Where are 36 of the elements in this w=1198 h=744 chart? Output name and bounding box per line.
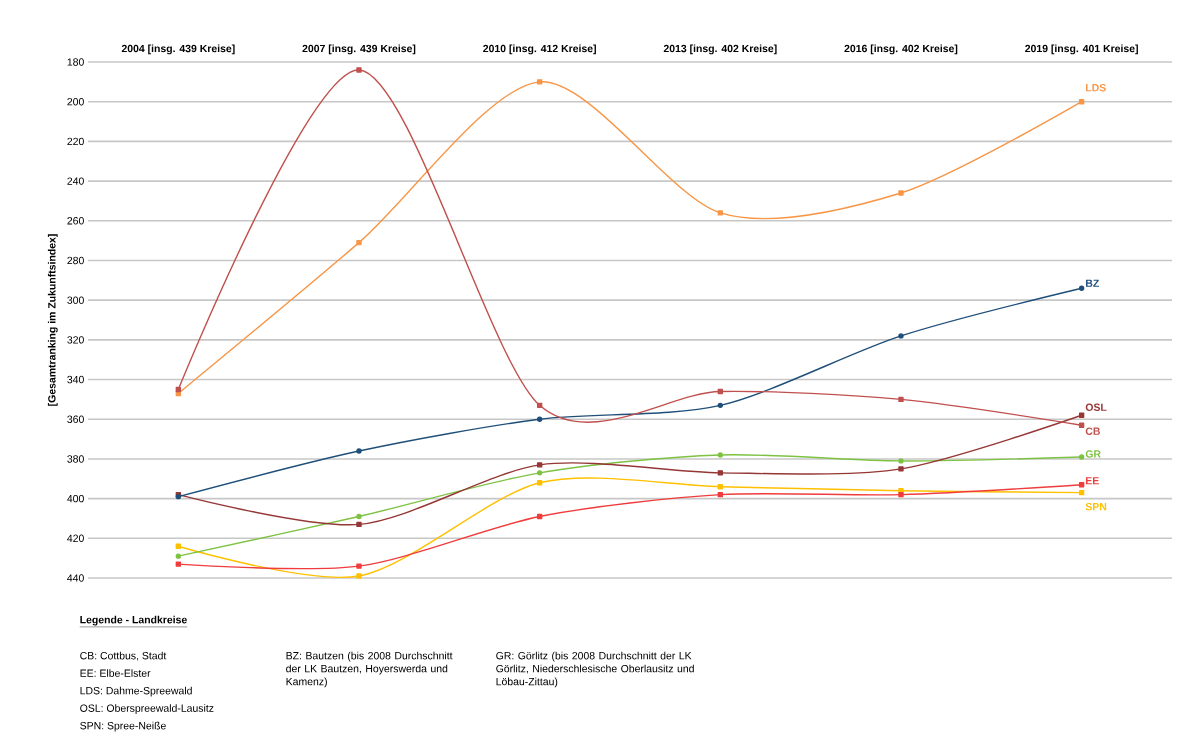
series-label: LDS <box>1086 84 1106 92</box>
y-tick-label: 420 <box>67 534 84 543</box>
y-tick-label: 380 <box>67 455 84 463</box>
y-tick-label: 340 <box>67 375 84 384</box>
y-tick-label: 300 <box>67 296 84 304</box>
series-label: CB <box>1085 427 1100 435</box>
series-label: GR <box>1085 450 1101 458</box>
y-tick-label: 220 <box>67 137 84 146</box>
text: EE: Elbe-Elster <box>80 669 151 677</box>
text: SPN: Spree-Neiße <box>80 721 166 732</box>
text: BZ: Bautzen (bis 2008 Durchschnitt der LK Bautzen, Hoyerswerda und Kamenz) <box>286 651 453 688</box>
y-tick-label: 320 <box>67 336 84 344</box>
x-tick-label: 2013 [insg. 402 Kreise] <box>663 44 777 55</box>
x-tick-label: 2016 [insg. 402 Kreise] <box>844 44 958 55</box>
text: LDS: Dahme-Spreewald <box>80 686 192 697</box>
y-tick-label: 280 <box>67 256 84 265</box>
text: OSL: Oberspreewald-Lausitz <box>80 704 214 714</box>
x-tick-label: 2004 [insg. 439 Kreise] <box>121 44 235 55</box>
text: CB: Cottbus, Stadt <box>80 651 167 661</box>
series-label: OSL <box>1085 403 1107 411</box>
y-tick-label: 240 <box>67 177 84 185</box>
y-tick-label: 180 <box>67 58 84 66</box>
series-label: SPN <box>1085 502 1107 511</box>
text: Legende - Landkreise <box>80 615 187 626</box>
y-tick-label: 260 <box>67 217 84 225</box>
x-tick-label: 2019 [insg. 401 Kreise] <box>1025 44 1138 55</box>
y-tick-label: 440 <box>67 574 84 582</box>
y-tick-label: 200 <box>67 98 84 106</box>
text: GR: Görlitz (bis 2008 Durchschnitt der LK Görlitz, Niederschlesische Oberlausitz und Löbau-Zittau) <box>496 651 694 688</box>
series-label: BZ <box>1086 279 1099 287</box>
y-axis-title: [Gesamtranking im Zukunftsindex] <box>47 234 58 406</box>
y-tick-label: 360 <box>67 415 84 423</box>
x-tick-label: 2010 [insg. 412 Kreise] <box>483 44 596 55</box>
series-label: EE <box>1086 477 1099 485</box>
x-tick-label: 2007 [insg. 439 Kreise] <box>302 44 416 55</box>
y-tick-label: 400 <box>67 494 84 503</box>
